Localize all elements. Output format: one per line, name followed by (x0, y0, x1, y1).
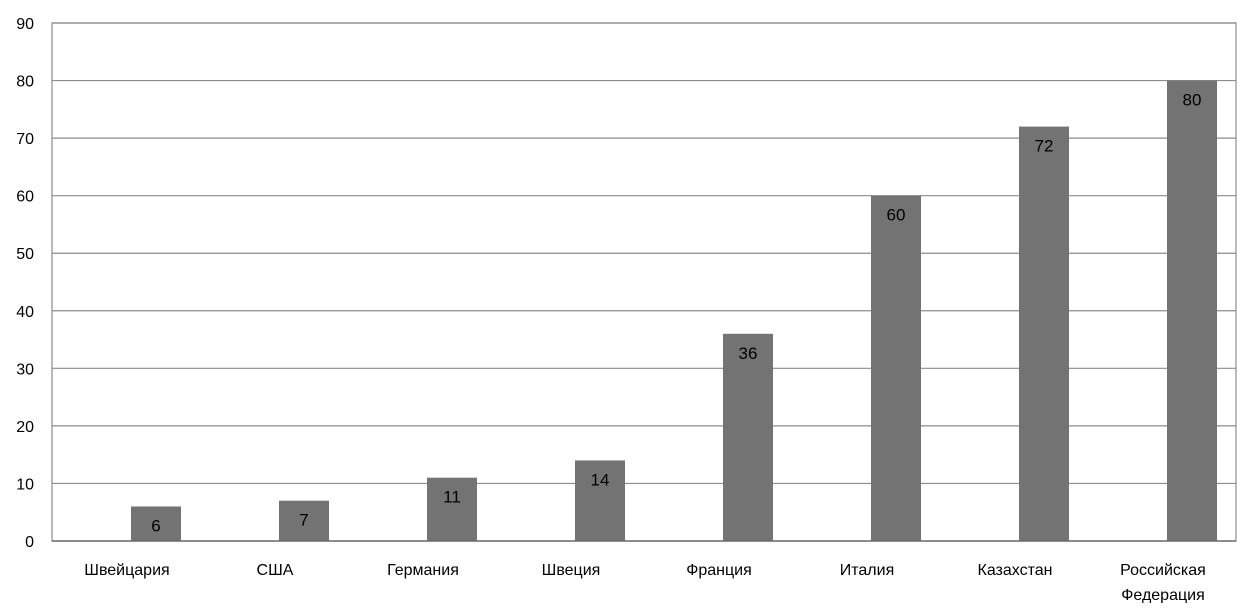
y-tick-label: 0 (25, 534, 34, 551)
y-tick-label: 80 (16, 74, 34, 91)
y-tick-label: 10 (16, 476, 34, 493)
y-tick-label: 40 (16, 304, 34, 321)
y-tick-label: 30 (16, 361, 34, 378)
y-tick-label: 50 (16, 246, 34, 263)
data-label: 11 (443, 488, 461, 507)
x-category-label: Франция (686, 562, 752, 579)
x-axis-categories: Швейцария США Германия Швеция Франция Италия К… (84, 562, 1206, 604)
bar (723, 333, 773, 541)
y-tick-label: 60 (16, 189, 34, 206)
data-label: 60 (887, 206, 906, 225)
bar (1019, 126, 1069, 541)
x-category-label: Федерация (1121, 587, 1205, 603)
x-category-label: Российская (1120, 562, 1206, 579)
x-category-label: Италия (840, 562, 894, 579)
data-labels: 6 7 11 14 36 60 72 80 (151, 91, 1201, 536)
x-category-label: Швеция (542, 562, 601, 579)
data-label: 36 (739, 344, 758, 363)
data-label: 72 (1035, 137, 1054, 156)
bar (575, 460, 625, 541)
bar (1167, 80, 1217, 542)
x-category-label: Швейцария (84, 562, 169, 579)
plot-frame (51, 22, 1237, 542)
bar (279, 500, 329, 541)
data-label: 14 (591, 470, 610, 489)
x-category-label: Казахстан (978, 562, 1053, 579)
data-label: 6 (151, 516, 160, 535)
x-category-label: США (257, 562, 294, 579)
bar (871, 195, 921, 541)
bar (427, 477, 477, 541)
y-tick-label: 90 (16, 16, 34, 33)
bars (131, 80, 1217, 542)
data-label: 7 (299, 511, 308, 530)
data-label: 80 (1183, 91, 1202, 110)
y-tick-label: 20 (16, 419, 34, 436)
bar (131, 506, 181, 541)
y-axis-ticks: 0 10 20 30 40 50 60 70 80 90 (16, 16, 34, 551)
x-category-label: Германия (387, 562, 459, 579)
y-tick-label: 70 (16, 131, 34, 148)
